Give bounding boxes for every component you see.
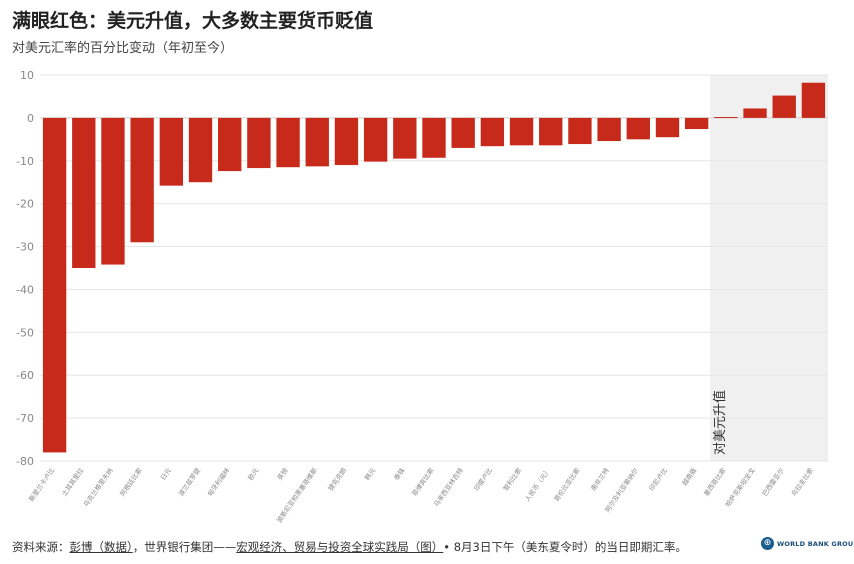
y-tick-label: -10 <box>16 155 34 168</box>
y-tick-label: 10 <box>20 69 34 82</box>
x-tick-label: 阿根廷比索 <box>118 466 144 498</box>
x-tick-label: 马来西亚林吉特 <box>431 466 465 509</box>
bar <box>305 117 329 167</box>
bar <box>714 117 738 119</box>
bar <box>422 117 446 158</box>
y-tick-label: 0 <box>27 112 34 125</box>
bar <box>539 117 563 146</box>
bar <box>72 117 96 268</box>
source-note: 资料来源：彭博（数据），世界银行集团——宏观经济、贸易与投资全球实践局（图）• … <box>12 539 687 555</box>
logo-text: WORLD BANK GROUP <box>777 539 854 548</box>
x-tick-label: 印尼卢比 <box>647 466 670 493</box>
x-tick-label: 乌克兰格里夫纳 <box>81 466 114 508</box>
x-tick-label: 智利比索 <box>501 466 524 493</box>
x-tick-label: 欧元 <box>246 466 261 482</box>
bar <box>101 117 125 265</box>
x-tick-label: 土耳其里拉 <box>59 466 85 498</box>
y-tick-label: -20 <box>16 198 34 211</box>
y-tick-label: -60 <box>16 369 34 382</box>
world-bank-logo: ⊕ WORLD BANK GROUP <box>761 537 854 550</box>
x-tick-label: 斯里兰卡卢比 <box>26 466 56 504</box>
x-tick-label: 韩元 <box>362 466 377 482</box>
bar <box>247 117 271 169</box>
bar <box>480 117 505 147</box>
bar <box>188 117 213 183</box>
x-tick-label: 日元 <box>159 466 173 482</box>
x-tick-label: 波兰兹罗提 <box>176 466 202 498</box>
y-tick-label: -70 <box>16 412 34 425</box>
y-tick-label: -30 <box>16 241 34 254</box>
bar <box>363 117 388 162</box>
chart-subtitle: 对美元汇率的百分比变动（年初至今） <box>12 41 234 56</box>
source-prefix: 资料来源： <box>12 540 70 554</box>
bar <box>451 117 475 148</box>
y-tick-label: -80 <box>16 455 34 468</box>
bar <box>334 117 359 166</box>
bar <box>772 95 796 118</box>
x-tick-label: 英镑 <box>275 466 290 482</box>
bar <box>42 117 67 453</box>
bar <box>655 117 680 138</box>
x-tick-label: 墨西哥比索 <box>701 466 727 498</box>
bar <box>743 108 767 118</box>
x-tick-label: 匈牙利福林 <box>205 466 231 498</box>
highlight-region <box>710 75 828 461</box>
globe-icon: ⊕ <box>761 537 774 550</box>
bar <box>159 117 184 186</box>
bar <box>393 117 417 159</box>
bar <box>626 117 650 140</box>
source-middle: ，世界银行集团—— <box>132 540 237 554</box>
source-link-bloomberg[interactable]: 彭博（数据） <box>69 540 133 554</box>
x-tick-label: 菲律宾比索 <box>410 466 436 498</box>
source-link-wbg[interactable]: 宏观经济、贸易与投资全球实践局（图） <box>236 540 444 554</box>
bar <box>568 117 592 145</box>
x-tick-label: 人民币（元） <box>523 467 552 504</box>
x-tick-label: 巴西雷亚尔 <box>760 466 786 498</box>
x-tick-label: 南非兰特 <box>588 466 611 493</box>
y-tick-label: -50 <box>16 326 34 339</box>
x-tick-label: 哈萨克斯坦坚戈 <box>723 466 757 509</box>
bar <box>684 117 709 130</box>
x-tick-label: 乌拉圭比索 <box>789 466 815 498</box>
bar <box>801 82 826 118</box>
bar <box>130 117 154 243</box>
x-tick-label: 哥伦比亚比索 <box>552 466 582 504</box>
highlight-label: 对美元升值 <box>712 390 728 455</box>
x-tick-label: 泰铢 <box>392 466 407 482</box>
chart-title: 满眼红色：美元升值，大多数主要货币贬值 <box>12 10 374 32</box>
bar <box>218 117 242 172</box>
y-tick-label: -40 <box>16 283 34 296</box>
bar <box>597 117 621 142</box>
x-tick-label: 越南盾 <box>680 466 699 488</box>
bar <box>509 117 534 146</box>
x-tick-label: 印度卢比 <box>472 466 495 493</box>
bar <box>276 117 300 168</box>
x-tick-label: 捷克克朗 <box>326 466 348 492</box>
source-suffix: • 8月3日下午（美东夏令时）的当日即期汇率。 <box>443 540 687 554</box>
